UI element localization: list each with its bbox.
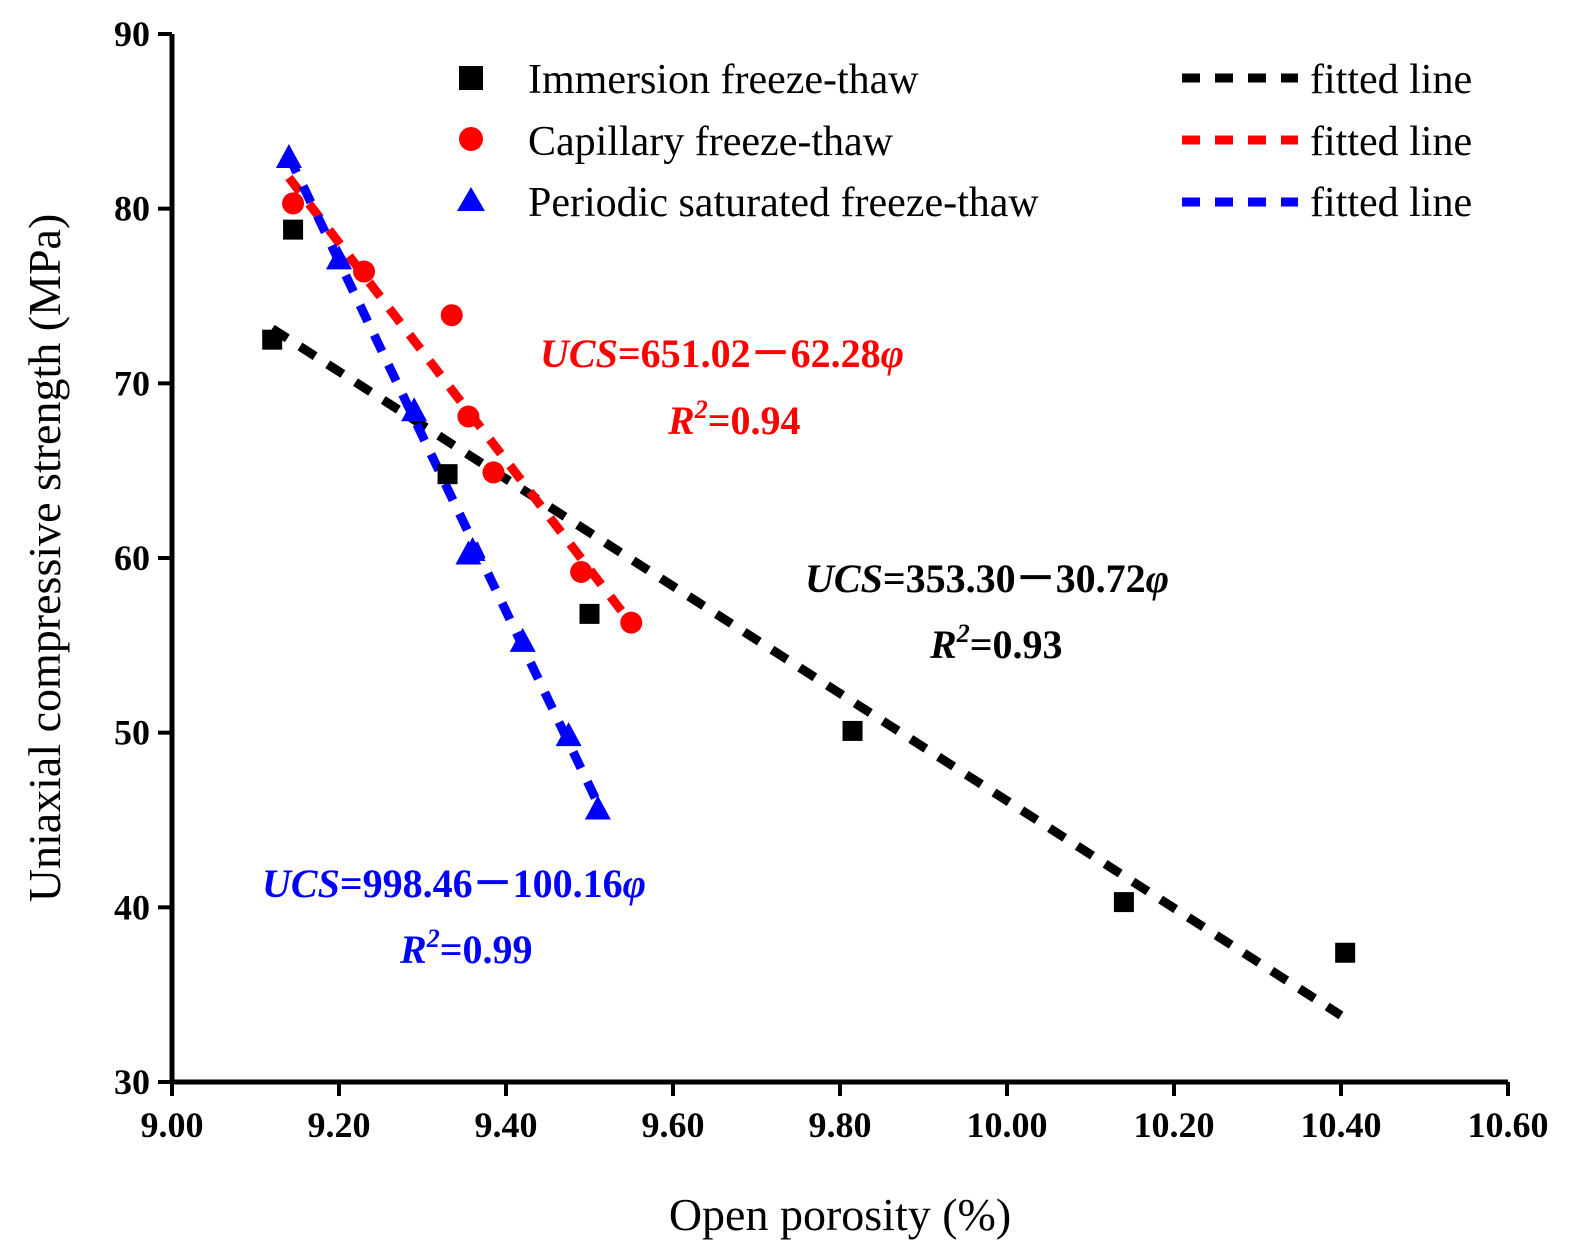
legend-fit-label: fitted line	[1310, 180, 1472, 226]
data-point-s2-4	[459, 537, 486, 562]
y-tick-label: 80	[114, 189, 150, 229]
x-tick-label: 9.60	[642, 1105, 705, 1145]
data-point-s1-6	[620, 611, 643, 634]
data-point-s0-4	[842, 720, 863, 741]
x-axis-title: Open porosity (%)	[669, 1189, 1011, 1240]
r2-value: =0.93	[970, 622, 1063, 667]
r-squared-periodic: R2=0.99	[399, 924, 532, 972]
equation-capillary: UCS=651.02－62.28φ	[540, 331, 904, 376]
legend-marker-circle	[459, 127, 483, 151]
data-point-s0-5	[1113, 892, 1134, 913]
y-tick-label: 50	[114, 713, 150, 753]
r2-base: R	[667, 398, 695, 443]
legend-label: Capillary freeze-thaw	[528, 119, 894, 165]
r2-value: =0.94	[708, 398, 801, 443]
data-point-s2-0	[275, 144, 302, 169]
x-tick-label: 9.00	[141, 1105, 204, 1145]
equation-lhs: UCS	[262, 861, 340, 906]
y-tick-label: 90	[114, 14, 150, 54]
legend-marker-square	[459, 66, 483, 90]
data-point-s2-7	[584, 795, 611, 820]
x-tick-label: 10.60	[1468, 1105, 1549, 1145]
x-tick-label: 10.40	[1301, 1105, 1382, 1145]
data-point-s0-6	[1335, 942, 1356, 963]
data-point-s0-0	[262, 329, 283, 350]
x-tick-label: 9.20	[308, 1105, 371, 1145]
fit-line-0	[269, 324, 1344, 1020]
legend-marker-triangle	[457, 187, 485, 211]
equation-rhs: =651.02－62.28	[618, 331, 881, 376]
r2-exp: 2	[694, 395, 708, 424]
equation-rhs: =998.46－100.16	[340, 861, 623, 906]
data-point-s1-5	[570, 560, 593, 583]
equation-lhs: UCS	[805, 556, 883, 601]
data-point-s0-3	[579, 603, 600, 624]
data-point-s1-4	[482, 461, 505, 484]
r2-value: =0.99	[440, 927, 533, 972]
x-tick-label: 9.80	[809, 1105, 872, 1145]
fit-line-1	[285, 174, 635, 627]
data-points	[262, 144, 1356, 963]
x-tick-label: 9.40	[475, 1105, 538, 1145]
r-squared-immersion: R2=0.93	[929, 619, 1062, 667]
equation-var: φ	[623, 861, 646, 906]
data-point-s1-3	[457, 405, 480, 428]
data-point-s2-5	[509, 627, 536, 652]
r2-base: R	[399, 927, 427, 972]
equation-immersion: UCS=353.30－30.72φ	[805, 556, 1169, 601]
data-point-s0-1	[283, 219, 304, 240]
data-point-s2-6	[555, 722, 582, 747]
x-tick-label: 10.00	[967, 1105, 1048, 1145]
x-tick-label: 10.20	[1134, 1105, 1215, 1145]
y-tick-label: 30	[114, 1062, 150, 1102]
data-point-s1-1	[353, 260, 376, 283]
annotation-capillary: UCS=651.02－62.28φ R2=0.94	[540, 331, 904, 443]
r2-exp: 2	[956, 619, 970, 648]
legend-label: Immersion freeze-thaw	[528, 57, 919, 103]
annotation-immersion: UCS=353.30－30.72φ R2=0.93	[805, 556, 1169, 667]
equation-var: φ	[881, 331, 904, 376]
data-point-s1-0	[282, 192, 305, 215]
equation-lhs: UCS	[540, 331, 618, 376]
equation-var: φ	[1146, 556, 1169, 601]
annotation-periodic: UCS=998.46－100.16φ R2=0.99	[262, 861, 646, 972]
r2-base: R	[929, 622, 957, 667]
equation-periodic: UCS=998.46－100.16φ	[262, 861, 646, 906]
r2-exp: 2	[426, 924, 440, 953]
r-squared-capillary: R2=0.94	[667, 395, 800, 443]
legend-label: Periodic saturated freeze-thaw	[528, 180, 1039, 226]
y-tick-label: 70	[114, 363, 150, 403]
y-tick-label: 60	[114, 538, 150, 578]
legend-item-periodic: Periodic saturated freeze-thaw fitted li…	[457, 180, 1472, 226]
legend-fit-label: fitted line	[1310, 119, 1472, 165]
legend: Immersion freeze-thaw fitted line Capill…	[457, 57, 1472, 226]
legend-item-capillary: Capillary freeze-thaw fitted line	[459, 119, 1472, 165]
fit-line-2	[284, 154, 602, 806]
data-point-s1-2	[440, 304, 463, 327]
data-point-s2-1	[326, 245, 352, 270]
fit-lines	[269, 154, 1344, 1020]
equation-rhs: =353.30－30.72	[883, 556, 1146, 601]
legend-item-immersion: Immersion freeze-thaw fitted line	[459, 57, 1472, 103]
data-point-s0-2	[437, 464, 458, 485]
y-tick-label: 40	[114, 887, 150, 927]
legend-fit-label: fitted line	[1310, 57, 1472, 103]
data-point-s2-2	[401, 397, 428, 422]
axes: 9.00 9.20 9.40 9.60 9.80 10.00 10.20 10.40 10.60…	[114, 14, 1549, 1145]
y-axis-title: Uniaxial compressive strength (MPa)	[19, 214, 70, 903]
